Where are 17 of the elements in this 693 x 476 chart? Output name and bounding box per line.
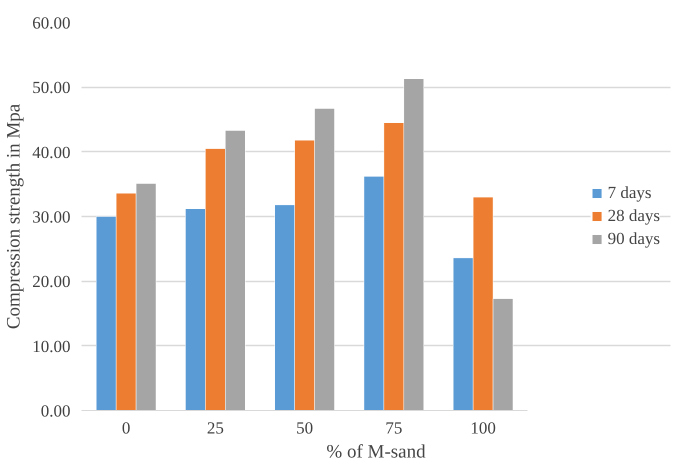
- y-tick-label: 10.00: [32, 336, 70, 356]
- x-tick-label: 0: [122, 418, 130, 438]
- y-axis-title: Compression strength in Mpa: [3, 103, 24, 330]
- legend-label: 7 days: [608, 183, 652, 203]
- y-tick-label: 60.00: [32, 14, 70, 32]
- y-tick-label: 40.00: [32, 142, 70, 162]
- x-tick-label: 100: [470, 418, 496, 438]
- x-tick-label: 75: [385, 418, 402, 438]
- y-tick-label: 30.00: [32, 208, 70, 226]
- legend-label: 28 days: [608, 206, 660, 226]
- legend-label: 90 days: [608, 229, 660, 249]
- x-tick-label: 25: [206, 418, 224, 438]
- y-tick-label: 20.00: [32, 272, 70, 292]
- x-tick-label: 50: [296, 418, 314, 438]
- x-axis-title: % of M-sand: [326, 442, 426, 462]
- y-tick-label: 50.00: [32, 78, 70, 98]
- y-tick-label: 0.00: [40, 402, 70, 420]
